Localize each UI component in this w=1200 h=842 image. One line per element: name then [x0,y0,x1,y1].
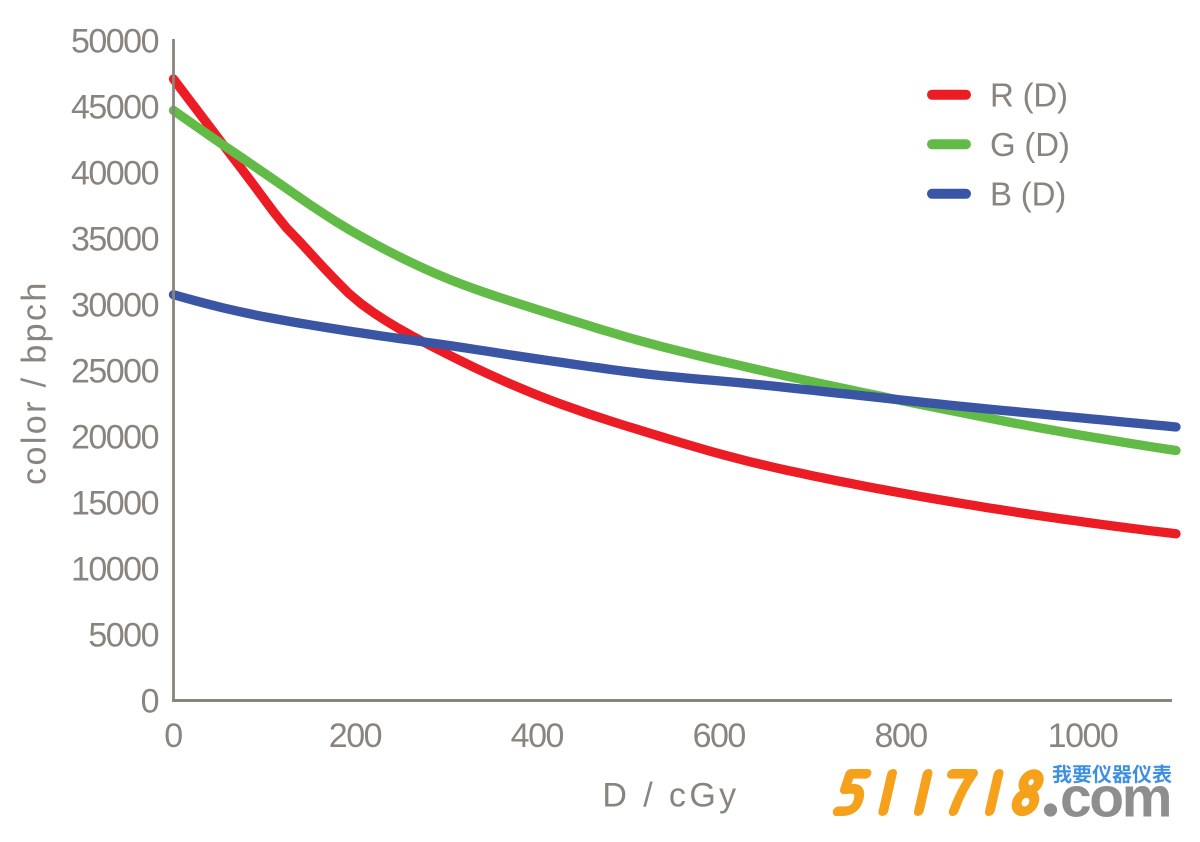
svg-text:400: 400 [511,717,564,755]
svg-text:200: 200 [329,717,382,755]
svg-text:R (D): R (D) [990,77,1068,114]
svg-text:20000: 20000 [71,418,159,456]
svg-text:G (D): G (D) [990,126,1070,163]
svg-text:35000: 35000 [71,220,159,258]
svg-text:40000: 40000 [71,154,159,192]
svg-text:com: com [1060,766,1170,830]
svg-text:D / cGy: D / cGy [602,777,739,815]
svg-text:10000: 10000 [71,550,159,588]
svg-text:5000: 5000 [88,616,158,654]
svg-text:0: 0 [141,682,159,720]
svg-text:30000: 30000 [71,286,159,324]
svg-text:B (D): B (D) [990,176,1066,213]
svg-text:45000: 45000 [71,88,159,126]
svg-text:1000: 1000 [1048,717,1118,755]
svg-text:600: 600 [693,717,746,755]
svg-text:25000: 25000 [71,352,159,390]
svg-text:50000: 50000 [71,22,159,60]
svg-text:0: 0 [164,717,182,755]
svg-text:color / bpch: color / bpch [16,280,54,485]
svg-text:800: 800 [874,717,927,755]
svg-text:15000: 15000 [71,484,159,522]
